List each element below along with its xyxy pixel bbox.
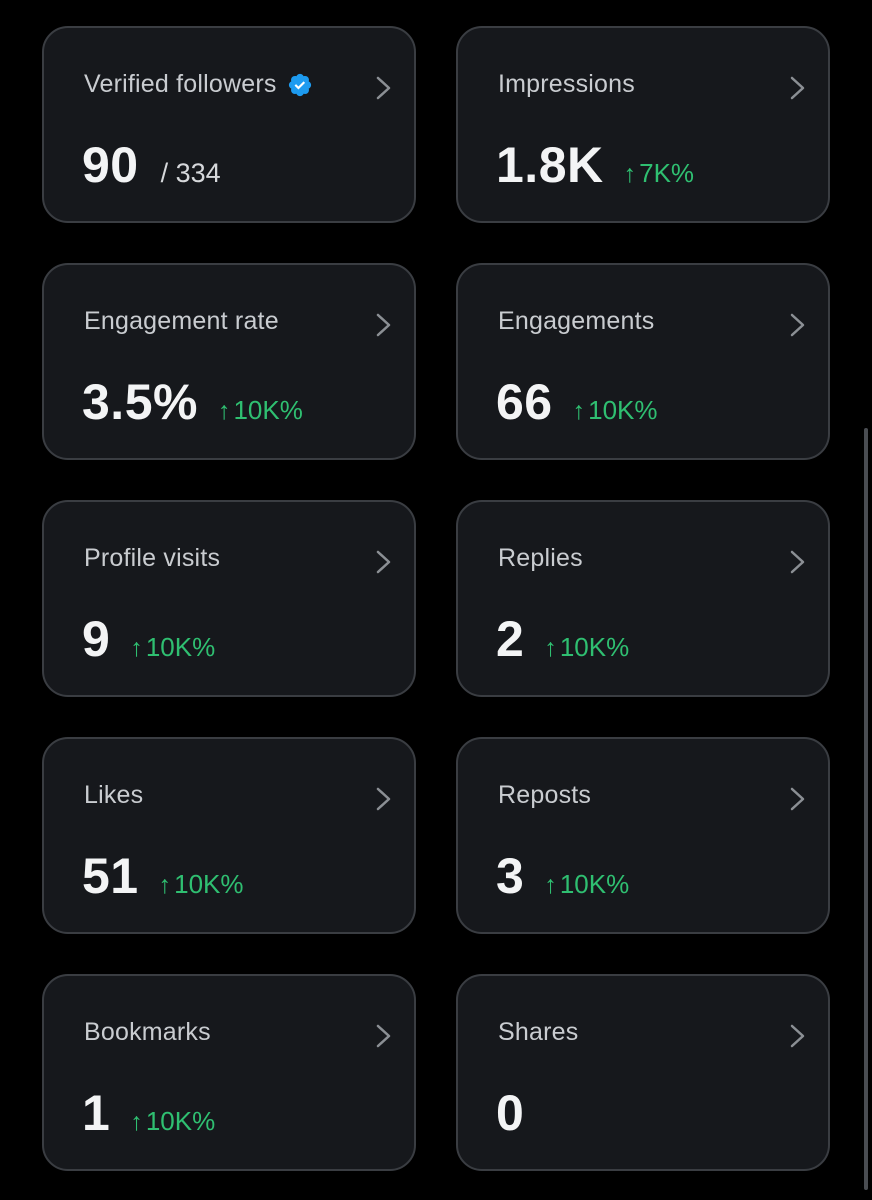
card-reposts[interactable]: Reposts 3 ↑ 10K% <box>456 737 830 934</box>
arrow-up-icon: ↑ <box>623 160 637 188</box>
card-label: Likes <box>84 781 144 809</box>
card-likes[interactable]: Likes 51 ↑ 10K% <box>42 737 416 934</box>
delta-badge: ↑ 10K% <box>573 395 658 426</box>
card-label: Impressions <box>498 70 635 98</box>
value-row: 9 ↑ 10K% <box>82 610 215 668</box>
chevron-right-icon <box>790 76 805 100</box>
delta-value: 10K% <box>559 869 630 899</box>
chevron-right-icon <box>376 787 391 811</box>
card-value: 1.8K <box>496 137 604 193</box>
card-label-wrap: Verified followers <box>84 70 313 99</box>
chevron-right-icon <box>376 550 391 574</box>
card-label: Profile visits <box>84 544 221 572</box>
card-value: 9 <box>82 611 111 667</box>
card-label: Reposts <box>498 781 592 809</box>
card-value: 3.5% <box>82 374 198 430</box>
card-replies[interactable]: Replies 2 ↑ 10K% <box>456 500 830 697</box>
card-value: 66 <box>496 374 553 430</box>
chevron-right-icon <box>376 313 391 337</box>
verified-badge-icon <box>288 73 311 96</box>
arrow-up-icon: ↑ <box>130 634 143 662</box>
value-row: 3 ↑ 10K% <box>496 847 629 905</box>
arrow-up-icon: ↑ <box>572 397 586 425</box>
card-engagement-rate[interactable]: Engagement rate 3.5% ↑ 10K% <box>42 263 416 460</box>
arrow-up-icon: ↑ <box>544 634 557 662</box>
delta-badge: ↑ 10K% <box>159 869 244 900</box>
value-row: 2 ↑ 10K% <box>496 610 629 668</box>
chevron-right-icon <box>790 787 805 811</box>
card-label: Shares <box>498 1018 579 1046</box>
arrow-up-icon: ↑ <box>158 871 172 899</box>
delta-badge: ↑ 10K% <box>130 1106 215 1137</box>
chevron-right-icon <box>376 76 391 100</box>
delta-value: 10K% <box>233 395 303 425</box>
delta-value: 10K% <box>145 632 216 662</box>
arrow-up-icon: ↑ <box>130 1108 143 1136</box>
delta-badge: ↑ 10K% <box>544 632 629 663</box>
card-shares[interactable]: Shares 0 <box>456 974 830 1171</box>
delta-value: 7K% <box>639 158 695 188</box>
value-row: 90 / 334 <box>82 136 221 194</box>
value-row: 66 ↑ 10K% <box>496 373 658 431</box>
card-impressions[interactable]: Impressions 1.8K ↑ 7K% <box>456 26 830 223</box>
card-engagements[interactable]: Engagements 66 ↑ 10K% <box>456 263 830 460</box>
card-value: 0 <box>496 1085 525 1141</box>
card-value: 1 <box>82 1085 111 1141</box>
chevron-right-icon <box>790 1024 805 1048</box>
arrow-up-icon: ↑ <box>544 871 557 899</box>
value-row: 0 <box>496 1084 524 1142</box>
card-label: Engagement rate <box>84 307 279 335</box>
card-bookmarks[interactable]: Bookmarks 1 ↑ 10K% <box>42 974 416 1171</box>
card-label: Bookmarks <box>84 1018 211 1046</box>
card-value: 51 <box>82 848 139 904</box>
value-row: 51 ↑ 10K% <box>82 847 244 905</box>
delta-badge: ↑ 10K% <box>218 395 303 426</box>
arrow-up-icon: ↑ <box>217 397 231 425</box>
delta-badge: ↑ 10K% <box>544 869 629 900</box>
analytics-grid: Verified followers 90 / 334 Impressions … <box>42 26 830 1171</box>
card-value: 90 <box>82 137 139 193</box>
chevron-right-icon <box>376 1024 391 1048</box>
delta-badge: ↑ 7K% <box>624 158 694 189</box>
card-total: / 334 <box>160 158 221 188</box>
card-label: Engagements <box>498 307 655 335</box>
card-profile-visits[interactable]: Profile visits 9 ↑ 10K% <box>42 500 416 697</box>
delta-value: 10K% <box>145 1106 216 1136</box>
card-label: Verified followers <box>84 70 277 98</box>
card-value: 2 <box>496 611 525 667</box>
scrollbar[interactable] <box>864 428 868 1190</box>
delta-badge: ↑ 10K% <box>130 632 215 663</box>
delta-value: 10K% <box>559 632 630 662</box>
chevron-right-icon <box>790 313 805 337</box>
value-row: 3.5% ↑ 10K% <box>82 373 303 431</box>
value-row: 1 ↑ 10K% <box>82 1084 215 1142</box>
chevron-right-icon <box>790 550 805 574</box>
card-label: Replies <box>498 544 583 572</box>
card-verified-followers[interactable]: Verified followers 90 / 334 <box>42 26 416 223</box>
delta-value: 10K% <box>174 869 244 899</box>
card-value: 3 <box>496 848 525 904</box>
value-row: 1.8K ↑ 7K% <box>496 136 694 194</box>
delta-value: 10K% <box>588 395 658 425</box>
